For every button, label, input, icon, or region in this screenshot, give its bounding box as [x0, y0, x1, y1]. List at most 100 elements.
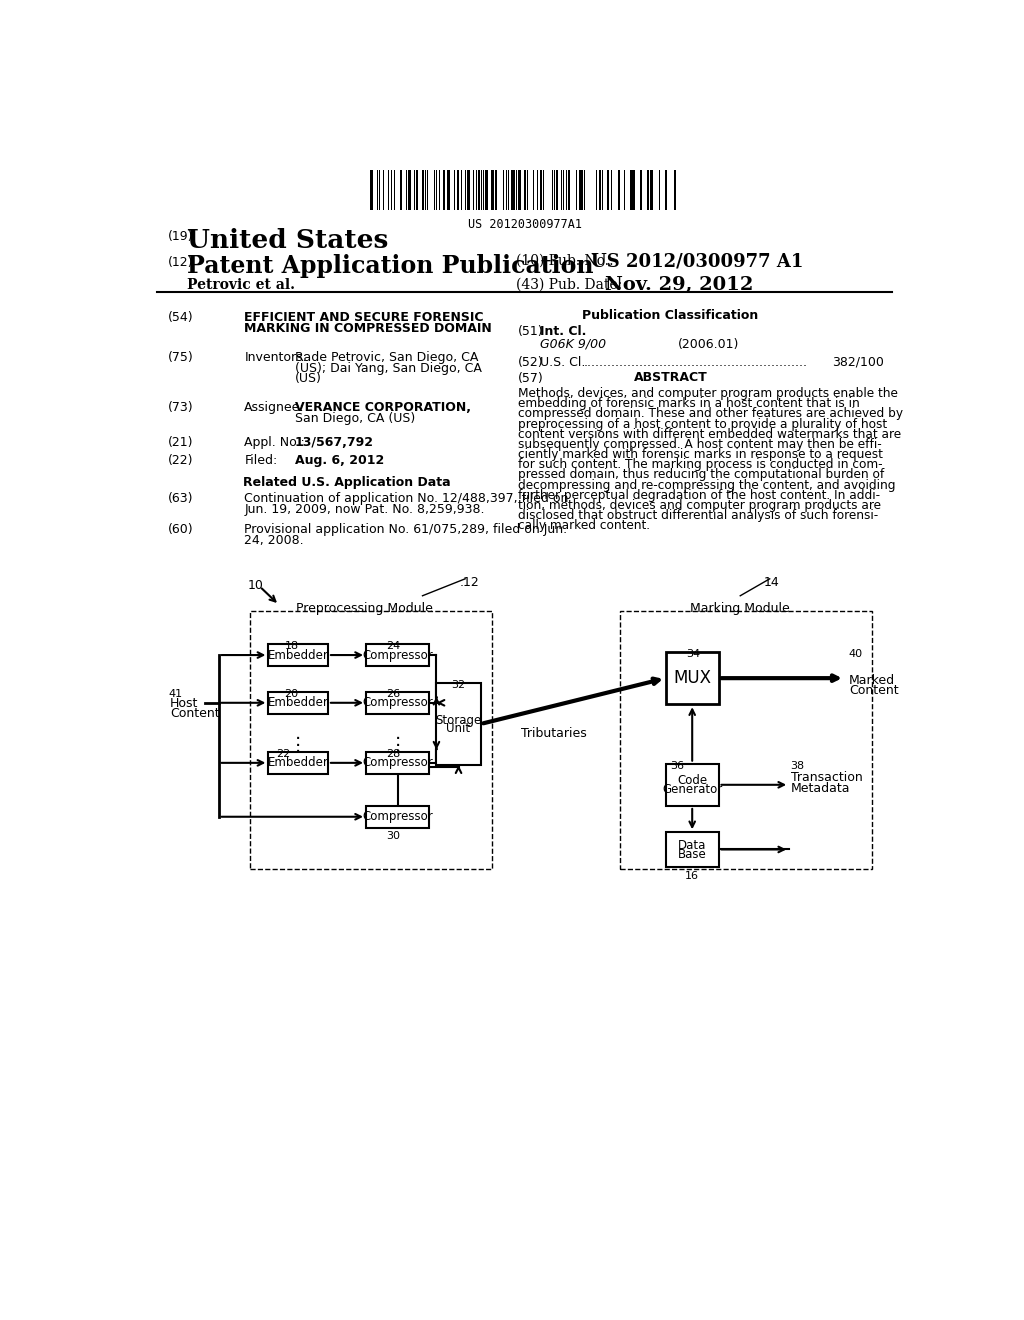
Text: .12: .12: [460, 576, 479, 589]
Text: Related U.S. Application Data: Related U.S. Application Data: [243, 475, 451, 488]
Text: (52): (52): [518, 355, 544, 368]
Bar: [532, 170, 535, 210]
Bar: [524, 170, 526, 210]
Text: .: .: [394, 723, 400, 743]
Bar: [621, 611, 872, 869]
Text: 28: 28: [386, 748, 400, 759]
Text: (57): (57): [518, 372, 544, 385]
Text: Content: Content: [170, 708, 219, 721]
Bar: [556, 170, 558, 210]
Text: decompressing and re-compressing the content, and avoiding: decompressing and re-compressing the con…: [518, 479, 895, 491]
Bar: [268, 752, 328, 774]
Text: US 20120300977A1: US 20120300977A1: [468, 218, 582, 231]
Text: Storage: Storage: [435, 714, 481, 726]
Bar: [607, 170, 609, 210]
Text: MARKING IN COMPRESSED DOMAIN: MARKING IN COMPRESSED DOMAIN: [245, 322, 492, 335]
Bar: [436, 682, 480, 766]
Text: preprocessing of a host content to provide a plurality of host: preprocessing of a host content to provi…: [518, 417, 887, 430]
Text: .: .: [295, 738, 301, 756]
Text: .: .: [295, 723, 301, 743]
Bar: [640, 170, 642, 210]
Text: Int. Cl.: Int. Cl.: [540, 325, 586, 338]
Bar: [579, 170, 581, 210]
Text: .: .: [394, 730, 400, 750]
Bar: [366, 752, 429, 774]
Text: Patent Application Publication: Patent Application Publication: [187, 253, 593, 279]
Bar: [665, 170, 668, 210]
Text: 22: 22: [276, 748, 290, 759]
Bar: [495, 170, 497, 210]
Text: Base: Base: [678, 847, 707, 861]
Text: (19): (19): [168, 230, 194, 243]
Text: Data: Data: [678, 840, 707, 853]
Text: Embedder: Embedder: [267, 756, 329, 770]
Text: 30: 30: [386, 830, 400, 841]
Text: G06K 9/00: G06K 9/00: [540, 338, 605, 351]
Text: Marking Module: Marking Module: [690, 602, 791, 615]
Text: (54): (54): [168, 312, 194, 323]
Text: .: .: [394, 738, 400, 756]
Text: 41: 41: [168, 689, 182, 698]
Text: Compressor: Compressor: [362, 648, 433, 661]
Text: Metadata: Metadata: [791, 781, 850, 795]
Text: Embedder: Embedder: [267, 648, 329, 661]
Text: (63): (63): [168, 492, 194, 504]
Bar: [675, 170, 676, 210]
Text: tion, methods, devices and computer program products are: tion, methods, devices and computer prog…: [518, 499, 881, 512]
Text: 24, 2008.: 24, 2008.: [245, 535, 304, 548]
Bar: [599, 170, 601, 210]
Text: (12): (12): [168, 256, 194, 269]
Text: 38: 38: [791, 760, 805, 771]
Text: (73): (73): [168, 401, 194, 414]
Text: EFFICIENT AND SECURE FORENSIC: EFFICIENT AND SECURE FORENSIC: [245, 312, 483, 323]
Bar: [478, 170, 480, 210]
Text: (10) Pub. No.:: (10) Pub. No.:: [515, 253, 613, 268]
Text: Transaction: Transaction: [791, 771, 862, 784]
Text: ciently marked with forensic marks in response to a request: ciently marked with forensic marks in re…: [518, 447, 883, 461]
Bar: [250, 611, 493, 869]
Text: Methods, devices, and computer program products enable the: Methods, devices, and computer program p…: [518, 387, 898, 400]
Bar: [633, 170, 635, 210]
Text: Jun. 19, 2009, now Pat. No. 8,259,938.: Jun. 19, 2009, now Pat. No. 8,259,938.: [245, 503, 484, 516]
Bar: [666, 832, 719, 867]
Bar: [647, 170, 649, 210]
Bar: [543, 170, 544, 210]
Text: San Diego, CA (US): San Diego, CA (US): [295, 412, 415, 425]
Bar: [458, 170, 459, 210]
Text: (22): (22): [168, 454, 194, 467]
Bar: [492, 170, 494, 210]
Text: Assignee:: Assignee:: [245, 401, 305, 414]
Text: (2006.01): (2006.01): [678, 338, 739, 351]
Bar: [650, 170, 652, 210]
Text: Rade Petrovic, San Diego, CA: Rade Petrovic, San Diego, CA: [295, 351, 478, 364]
Bar: [377, 170, 378, 210]
Text: United States: United States: [187, 227, 388, 252]
Bar: [366, 692, 429, 714]
Text: Aug. 6, 2012: Aug. 6, 2012: [295, 454, 384, 467]
Text: 36: 36: [670, 760, 684, 771]
Text: 18: 18: [285, 642, 299, 651]
Bar: [519, 170, 521, 210]
Text: Continuation of application No. 12/488,397, filed on: Continuation of application No. 12/488,3…: [245, 492, 568, 504]
Bar: [512, 170, 515, 210]
Bar: [268, 692, 328, 714]
Text: Nov. 29, 2012: Nov. 29, 2012: [604, 276, 753, 294]
Bar: [666, 652, 719, 705]
Text: U.S. Cl.: U.S. Cl.: [540, 355, 585, 368]
Bar: [391, 170, 392, 210]
Text: (60): (60): [168, 524, 194, 536]
Text: Publication Classification: Publication Classification: [583, 309, 759, 322]
Bar: [425, 170, 426, 210]
Text: 34: 34: [686, 649, 700, 659]
Text: 16: 16: [685, 871, 699, 882]
Text: Generator: Generator: [663, 783, 722, 796]
Text: Unit: Unit: [446, 722, 471, 735]
Bar: [366, 807, 429, 828]
Bar: [410, 170, 411, 210]
Text: 32: 32: [452, 680, 466, 689]
Bar: [582, 170, 583, 210]
Bar: [630, 170, 633, 210]
Text: Compressor: Compressor: [362, 696, 433, 709]
Text: Code: Code: [677, 775, 708, 788]
Text: further perceptual degradation of the host content. In addi-: further perceptual degradation of the ho…: [518, 488, 880, 502]
